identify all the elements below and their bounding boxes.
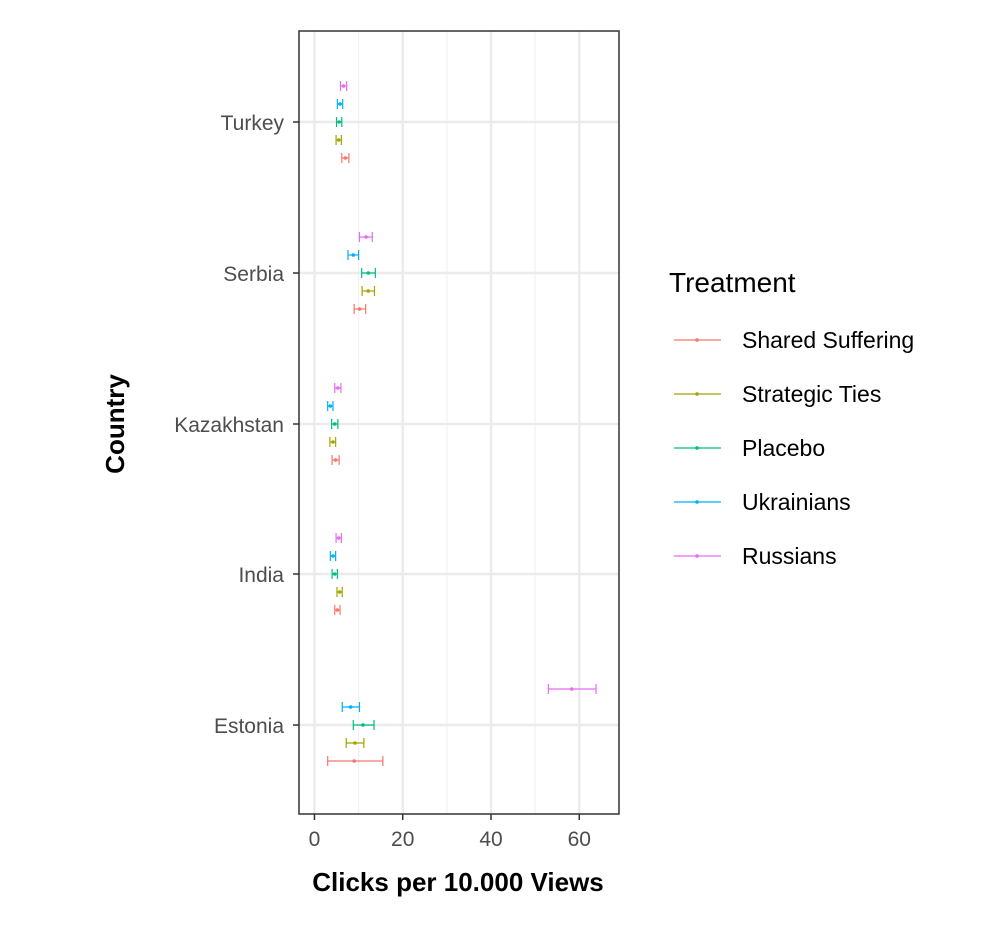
data-point: [338, 102, 342, 106]
legend-label: Strategic Ties: [742, 381, 881, 407]
data-point: [348, 705, 353, 709]
legend-key-point: [695, 554, 699, 558]
data-point: [336, 386, 340, 390]
plot-panel: 0 20 40 60 Turkey Serbia Kazakhstan India Estoni…: [174, 30, 620, 851]
legend-label: Ukrainians: [742, 489, 851, 515]
legend-item: Shared Suffering: [674, 327, 914, 353]
data-point: [332, 572, 337, 576]
data-point: [343, 156, 348, 160]
data-point-group: [341, 702, 361, 712]
data-point: [332, 422, 337, 426]
data-point: [361, 723, 365, 727]
data-point: [357, 307, 362, 311]
data-point: [336, 138, 341, 142]
data-point-group: [361, 286, 376, 296]
data-point: [336, 536, 341, 540]
data-point-group: [341, 153, 350, 163]
data-point: [364, 235, 368, 239]
data-point-group: [335, 135, 342, 145]
data-point-group: [335, 533, 342, 543]
data-point-group: [347, 250, 360, 260]
data-point-group: [358, 232, 373, 242]
x-tick-label: 20: [391, 828, 414, 851]
legend-key-point: [695, 392, 699, 396]
data-point-group: [361, 268, 376, 278]
legend-item: Strategic Ties: [674, 381, 881, 407]
legend-item: Russians: [674, 543, 837, 569]
data-point: [337, 120, 341, 124]
y-tick-label: Kazakhstan: [174, 414, 284, 437]
legend-key-point: [695, 446, 699, 450]
y-axis-title: Country: [100, 374, 130, 474]
data-point-group: [345, 738, 365, 748]
legend: Treatment Shared Suffering Strategic Ties…: [669, 267, 914, 569]
data-point: [335, 608, 340, 612]
data-point: [333, 458, 338, 462]
data-point-group: [331, 419, 339, 429]
data-point: [352, 759, 356, 763]
data-point-group: [329, 551, 337, 561]
data-point: [366, 271, 371, 275]
data-point: [351, 253, 356, 257]
data-point-group: [352, 720, 375, 730]
data-point-group: [547, 684, 597, 694]
legend-label: Russians: [742, 543, 837, 569]
y-tick-label: Estonia: [214, 715, 284, 738]
legend-item: Ukrainians: [674, 489, 851, 515]
legend-item: Placebo: [674, 435, 825, 461]
data-point: [331, 440, 335, 444]
data-point-group: [331, 569, 338, 579]
y-tick-label: Turkey: [221, 112, 285, 135]
data-point-group: [327, 756, 384, 766]
panel-border: [298, 30, 620, 815]
data-point: [331, 554, 335, 558]
data-point: [366, 289, 371, 293]
data-point: [328, 404, 333, 408]
legend-key-point: [695, 500, 699, 504]
legend-label: Shared Suffering: [742, 327, 914, 353]
legend-key-point: [695, 338, 699, 342]
data-point-group: [339, 81, 348, 91]
y-tick-label: Serbia: [223, 263, 284, 286]
x-tick-label: 40: [479, 828, 502, 851]
data-point-group: [335, 117, 343, 127]
data-point-group: [334, 383, 342, 393]
data-point: [341, 84, 346, 88]
legend-label: Placebo: [742, 435, 825, 461]
data-point-group: [353, 304, 367, 314]
data-point-group: [327, 401, 334, 411]
data-point-group: [334, 605, 341, 615]
data-point-group: [336, 99, 344, 109]
x-tick-label: 60: [568, 828, 591, 851]
data-point-group: [331, 455, 340, 465]
x-tick-label: 0: [309, 828, 321, 851]
data-point: [569, 687, 574, 691]
legend-title: Treatment: [669, 267, 796, 298]
data-point-group: [329, 437, 337, 447]
data-point-group: [336, 587, 343, 597]
x-axis-title: Clicks per 10.000 Views: [312, 867, 604, 897]
data-point: [353, 741, 357, 745]
y-tick-label: India: [238, 564, 284, 587]
data-point: [337, 590, 342, 594]
